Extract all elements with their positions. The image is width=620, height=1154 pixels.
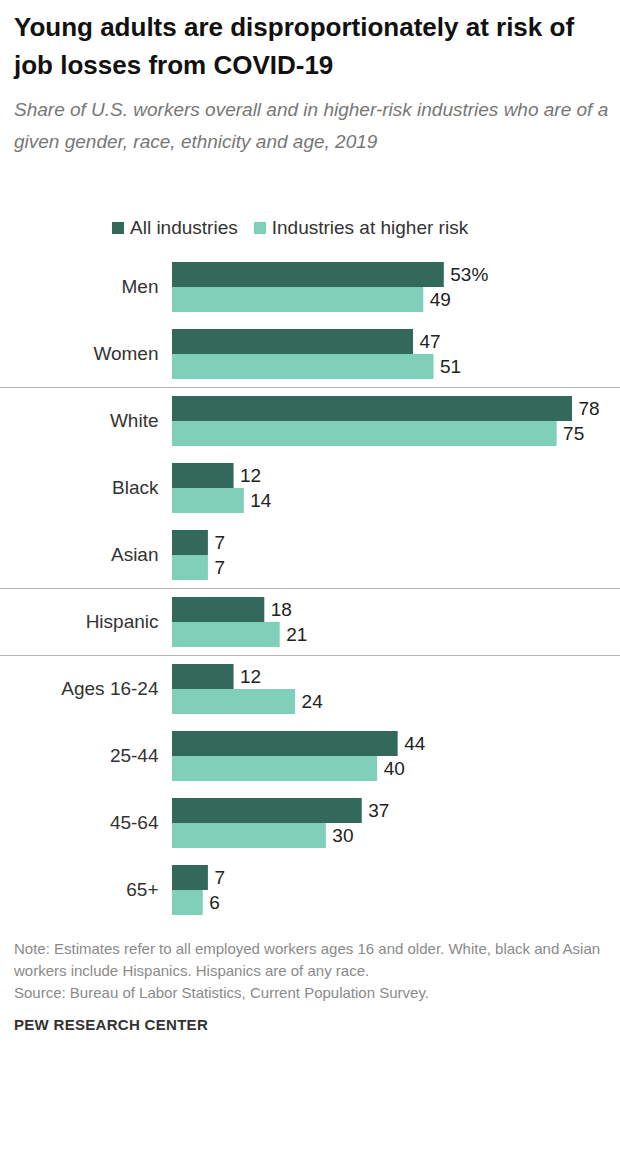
svg-text:Men: Men [122, 276, 159, 297]
html-text:Source: Bureau of Labor Statis: Source: Bureau of Labor Statistics, Curr… [14, 984, 429, 1001]
svg-text:7: 7 [214, 532, 225, 553]
svg-text:7: 7 [214, 557, 225, 578]
svg-text:65+: 65+ [126, 879, 158, 900]
svg-text:30: 30 [332, 825, 353, 846]
svg-text:47: 47 [420, 331, 441, 352]
svg-text:12: 12 [240, 465, 261, 486]
svg-text:White: White [110, 410, 159, 431]
svg-text:75: 75 [563, 423, 584, 444]
svg-text:14: 14 [250, 490, 272, 511]
html-text:Young adults are disproportion: Young adults are disproportionately at r… [14, 12, 574, 80]
svg-text:12: 12 [240, 666, 261, 687]
svg-text:44: 44 [404, 733, 426, 754]
svg-text:45-64: 45-64 [110, 812, 159, 833]
svg-text:24: 24 [302, 691, 324, 712]
svg-text:21: 21 [286, 624, 307, 645]
svg-text:51: 51 [440, 356, 461, 377]
svg-text:37: 37 [368, 800, 389, 821]
svg-text:53%: 53% [450, 264, 488, 285]
svg-text:7: 7 [214, 867, 225, 888]
html-text:All industries: All industries [130, 217, 238, 238]
svg-text:49: 49 [430, 289, 451, 310]
svg-text:18: 18 [271, 599, 292, 620]
html-text:Share of U.S. workers overall: Share of U.S. workers overall and in hig… [14, 99, 609, 152]
svg-text:78: 78 [579, 398, 600, 419]
svg-text:Ages 16-24: Ages 16-24 [61, 678, 159, 699]
svg-text:25-44: 25-44 [110, 745, 159, 766]
svg-text:6: 6 [209, 892, 220, 913]
html-text:Note: Estimates refer to all e: Note: Estimates refer to all employed wo… [14, 940, 601, 979]
svg-text:Black: Black [112, 477, 159, 498]
html-text:Industries at higher risk: Industries at higher risk [271, 217, 469, 238]
svg-text:Women: Women [93, 343, 158, 364]
html-text:PEW RESEARCH CENTER: PEW RESEARCH CENTER [14, 1016, 209, 1033]
svg-text:40: 40 [384, 758, 405, 779]
svg-text:Hispanic: Hispanic [86, 611, 159, 632]
svg-text:Asian: Asian [111, 544, 159, 565]
